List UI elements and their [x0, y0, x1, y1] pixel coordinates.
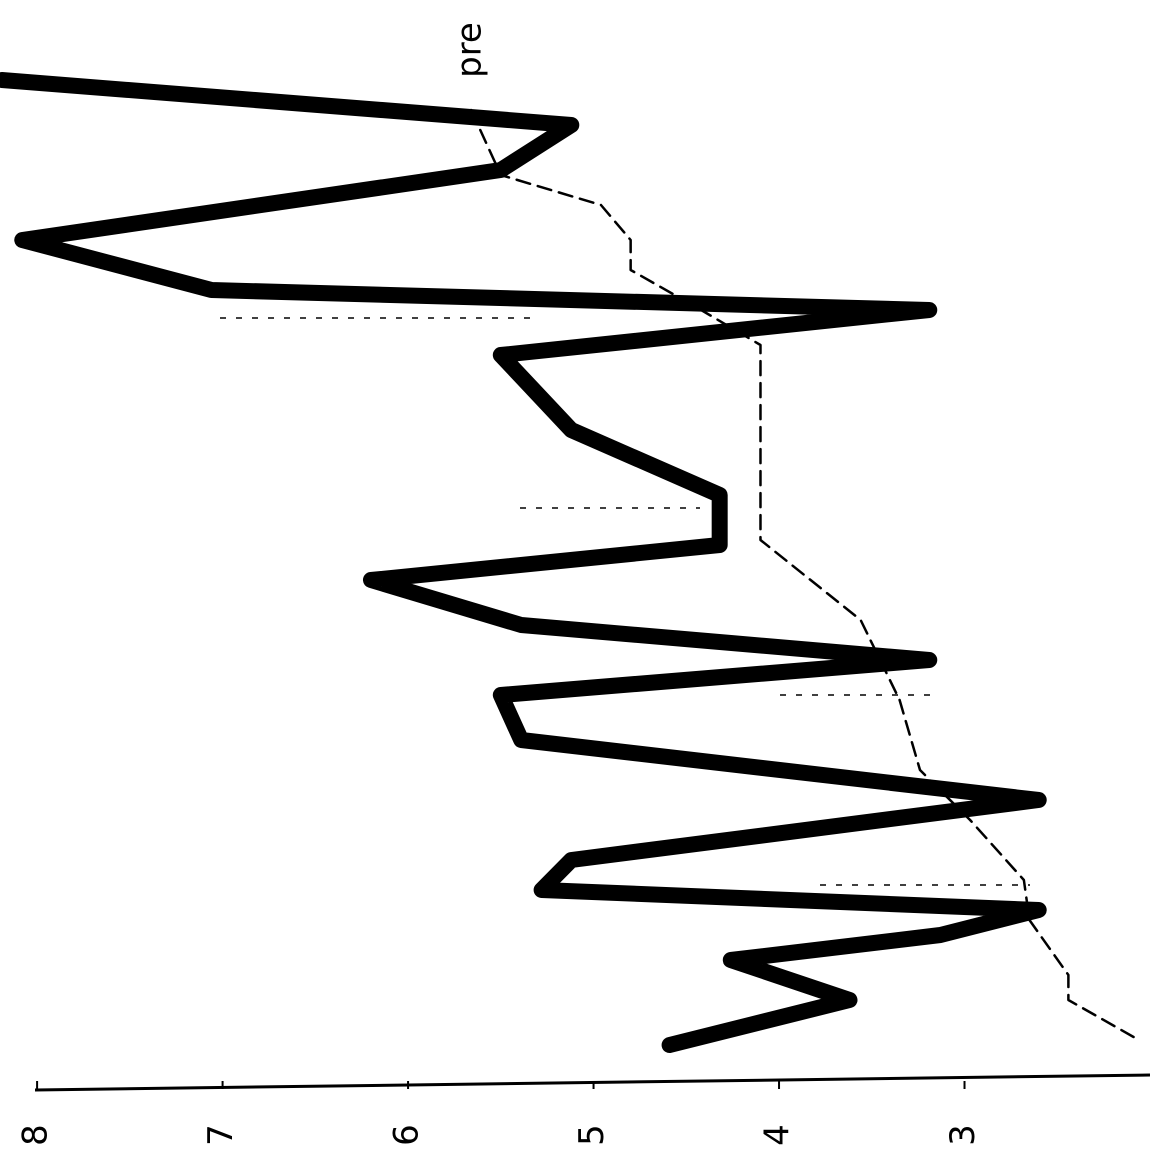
data-line [469, 108, 1141, 1042]
guide-lines [220, 317, 1030, 886]
data-line [0, 72, 1047, 1053]
x-tick-label: 3 [943, 1124, 983, 1146]
x-tick-label: 5 [572, 1124, 612, 1146]
axis-line [34, 1073, 1150, 1092]
x-tick-label: 8 [16, 1124, 56, 1146]
x-tick-label: 4 [758, 1124, 798, 1146]
series-label: pre [450, 22, 490, 78]
x-tick-label: 6 [387, 1124, 427, 1146]
x-tick-label: 7 [201, 1124, 241, 1146]
